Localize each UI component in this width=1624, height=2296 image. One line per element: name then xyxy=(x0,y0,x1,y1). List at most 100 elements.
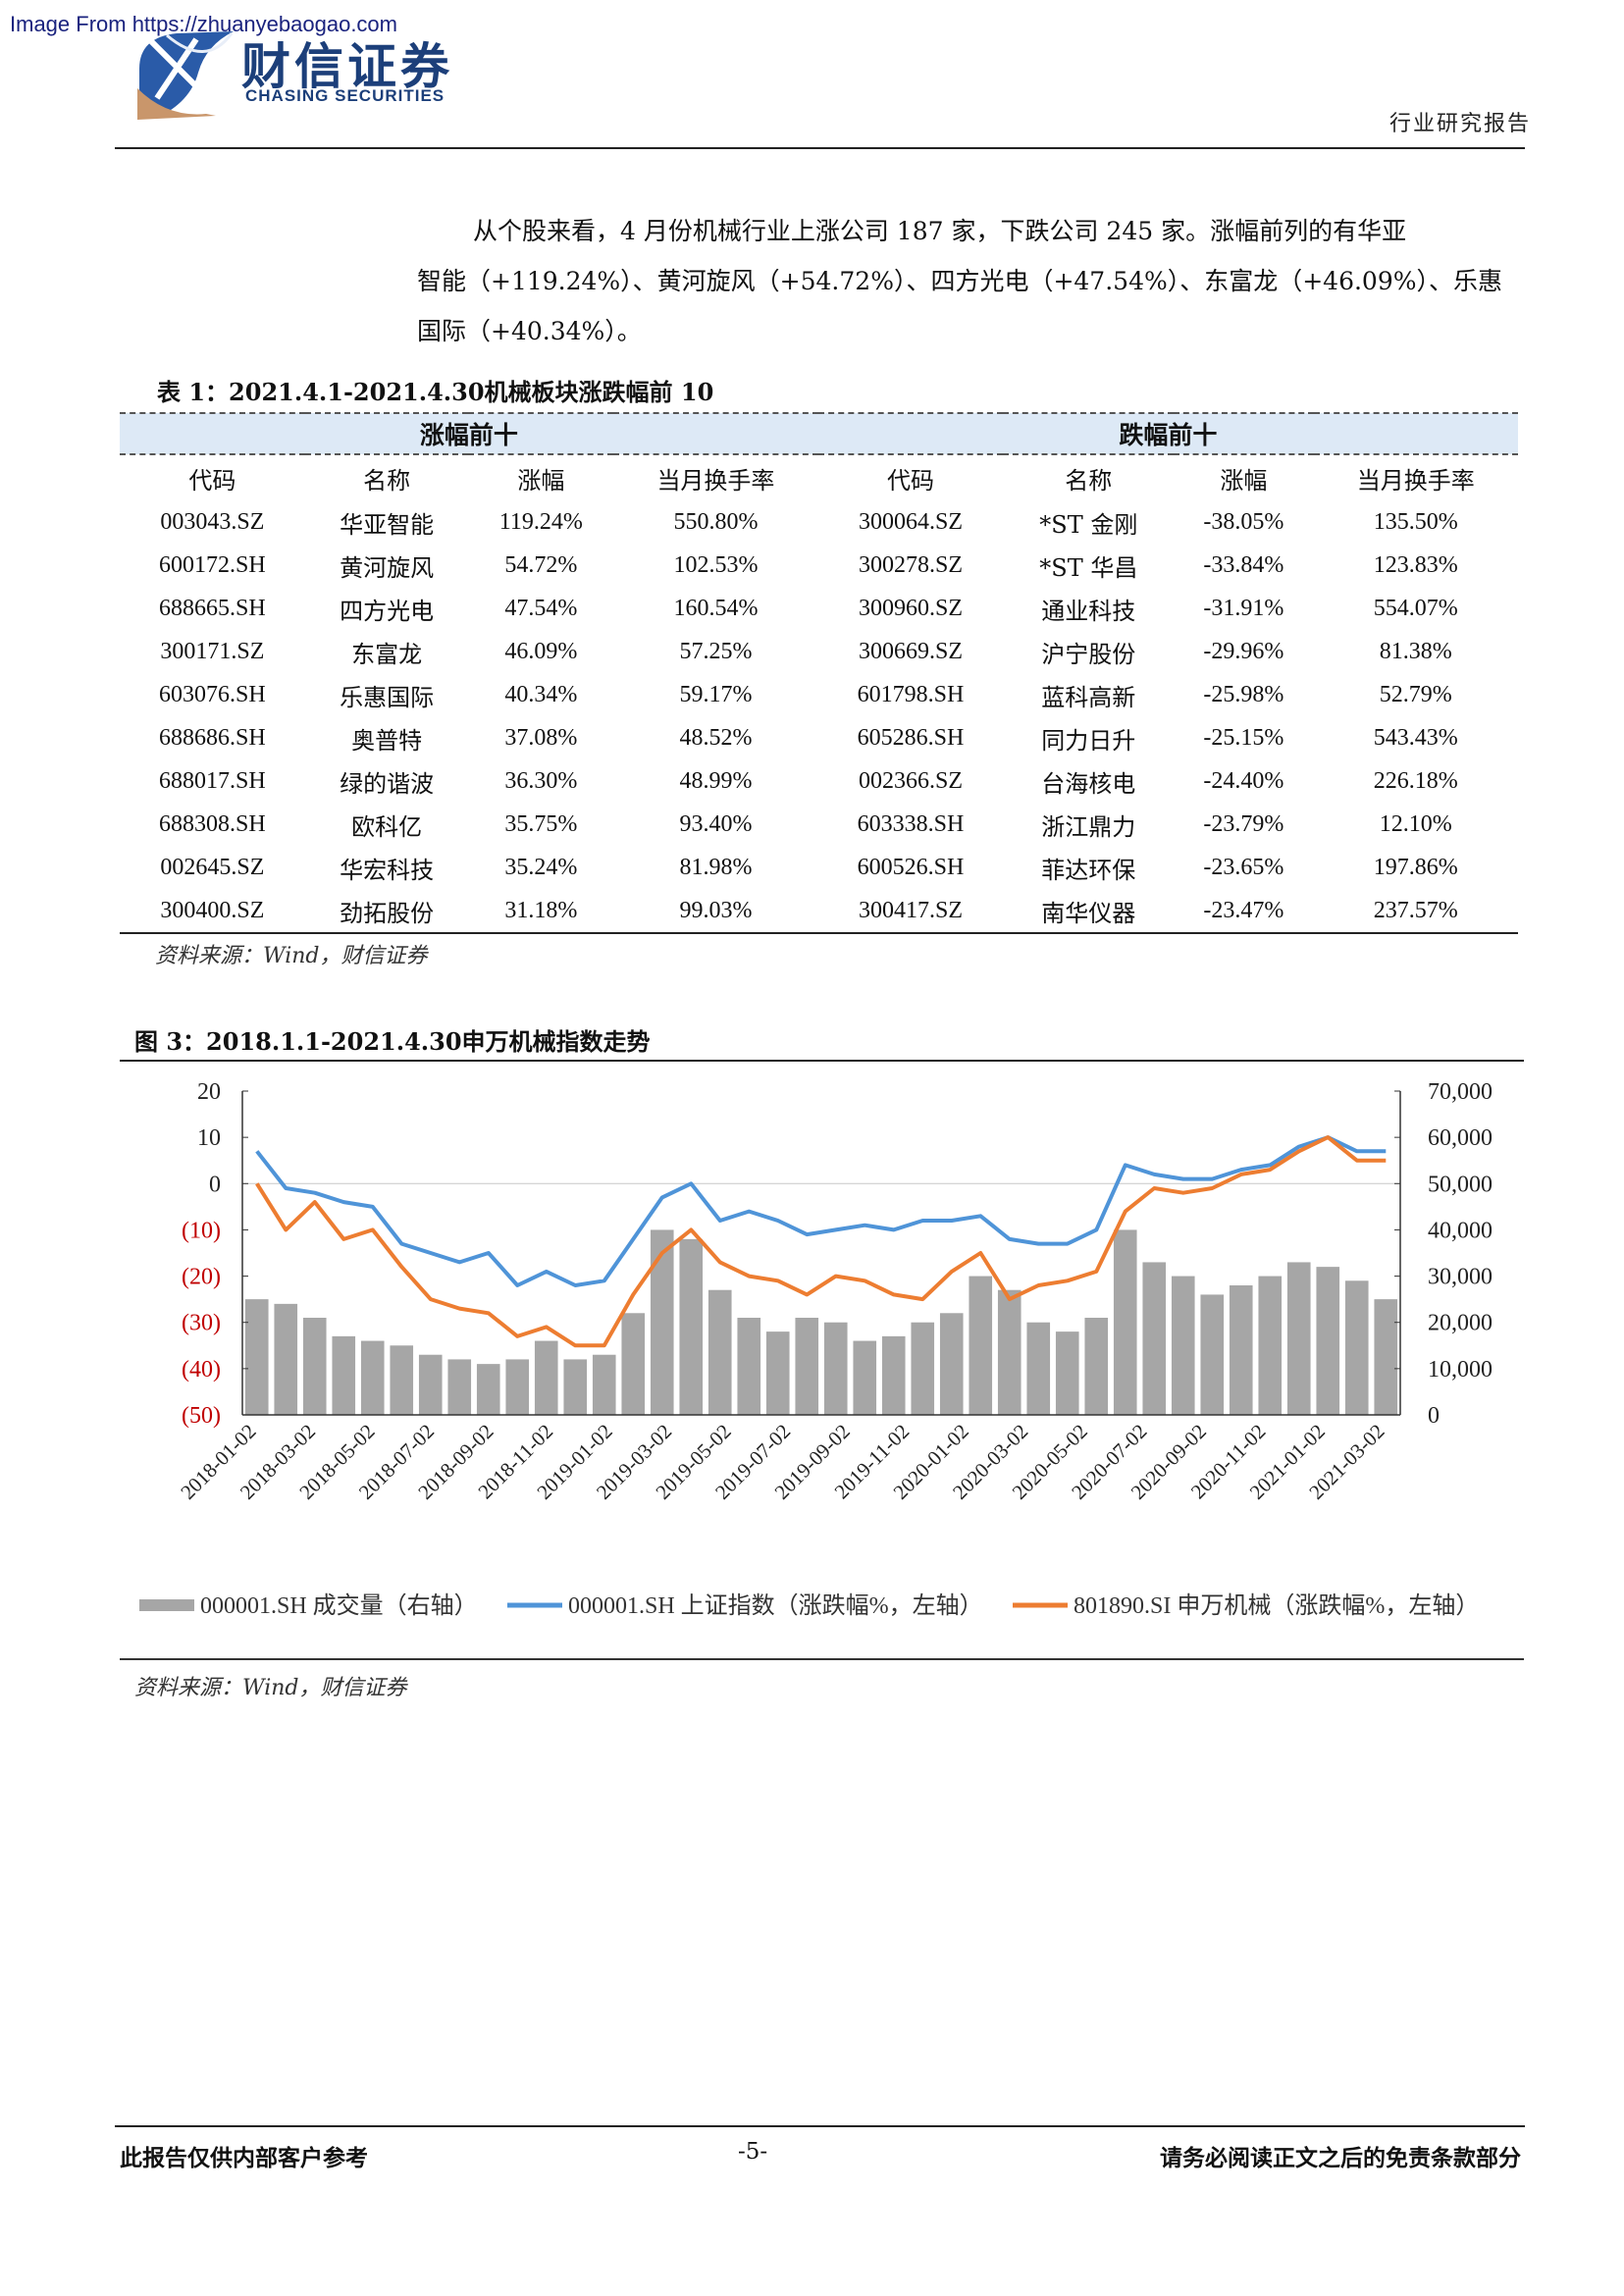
table-cell: 48.52% xyxy=(679,724,753,751)
volume-bar xyxy=(390,1345,414,1415)
table-cell: 乐惠国际 xyxy=(340,683,435,711)
table-cell: 135.50% xyxy=(1373,508,1458,535)
right-axis-tick: 20,000 xyxy=(1428,1311,1493,1336)
table-row: 003043.SZ 华亚智能 119.24% 550.80% 300064.SZ *ST … xyxy=(120,500,1518,544)
volume-bar xyxy=(244,1299,269,1415)
volume-bar xyxy=(1316,1267,1340,1415)
table-cell: 688686.SH xyxy=(159,724,266,751)
table-cell: 688017.SH xyxy=(159,767,266,794)
volume-bar xyxy=(1229,1285,1253,1415)
column-header-row: 代码 名称 涨幅 当月换手率 代码 名称 涨幅 当月换手率 xyxy=(120,454,1518,500)
col-header: 名称 xyxy=(1065,466,1113,495)
volume-bar xyxy=(505,1359,530,1415)
table-cell: 237.57% xyxy=(1313,889,1518,934)
col-header: 名称 xyxy=(363,466,411,495)
col-header: 当月换手率 xyxy=(656,466,775,495)
volume-bar xyxy=(969,1276,993,1415)
table-cell: *ST 金刚 xyxy=(1039,510,1138,539)
volume-bar xyxy=(302,1318,327,1415)
table-cell: 东富龙 xyxy=(351,640,423,668)
mover-table: 涨幅前十 跌幅前十 代码 名称 涨幅 当月换手率 代码 名称 涨幅 当月换手率 … xyxy=(120,412,1518,934)
volume-bar xyxy=(795,1318,819,1415)
volume-bar xyxy=(563,1359,588,1415)
table-cell: 688308.SH xyxy=(159,810,266,837)
table-source: 资料来源：Wind，财信证券 xyxy=(155,944,428,968)
legend-label: 000001.SH 成交量（右轴） xyxy=(200,1592,478,1619)
left-axis-tick: (40) xyxy=(182,1357,221,1383)
left-axis-tick: 0 xyxy=(209,1172,221,1197)
table-cell: 蓝科高新 xyxy=(1041,683,1136,711)
volume-bar xyxy=(997,1289,1022,1415)
table-cell: 35.24% xyxy=(504,854,578,880)
volume-bar xyxy=(1200,1294,1225,1415)
volume-bar xyxy=(1171,1276,1195,1415)
table-cell: 300400.SZ xyxy=(120,889,305,934)
table-cell: 华亚智能 xyxy=(340,510,435,539)
table-cell: 59.17% xyxy=(679,681,753,707)
left-axis-tick: (10) xyxy=(182,1218,221,1243)
table-cell: 48.99% xyxy=(679,767,753,794)
volume-bar xyxy=(1026,1322,1051,1415)
table-cell: 54.72% xyxy=(504,551,578,578)
volume-bar xyxy=(823,1322,848,1415)
machinery-index-line xyxy=(255,1135,1387,1348)
table-cell: 36.30% xyxy=(504,767,578,794)
left-axis-tick: (20) xyxy=(182,1265,221,1290)
table-cell: 543.43% xyxy=(1373,724,1458,751)
table-cell: 550.80% xyxy=(673,508,759,535)
table-cell: 300171.SZ xyxy=(160,638,265,664)
table-cell: 300960.SZ xyxy=(859,595,964,621)
index-trend-chart: 20 10 0 (10) (20) (30) (40) (50) 70,000 60,000 50,… xyxy=(139,1079,1493,1619)
table-row: 002645.SZ 华宏科技 35.24% 81.98% 600526.SH 菲达环保 -2… xyxy=(120,846,1518,889)
table-cell: 119.24% xyxy=(498,508,583,535)
table-row: 688665.SH 四方光电 47.54% 160.54% 300960.SZ 通业科技 -… xyxy=(120,587,1518,630)
volume-bar xyxy=(1055,1331,1079,1415)
right-axis-tick: 10,000 xyxy=(1428,1357,1493,1383)
figure-source: 资料来源：Wind，财信证券 xyxy=(134,1676,407,1700)
volume-bar xyxy=(679,1238,704,1415)
logo-english: CHASING SECURITIES xyxy=(245,86,445,105)
volume-bar xyxy=(274,1303,298,1415)
table-cell: 欧科亿 xyxy=(351,812,423,841)
table-cell: -24.40% xyxy=(1203,767,1284,794)
table-row: 688017.SH 绿的谐波 36.30% 48.99% 002366.SZ 台海核电 -2… xyxy=(120,759,1518,803)
table-cell: -23.47% xyxy=(1174,889,1314,934)
table-cell: 浙江鼎力 xyxy=(1041,812,1136,841)
figure-caption: 图 3：2018.1.1-2021.4.30申万机械指数走势 xyxy=(134,1027,651,1056)
table-cell: 57.25% xyxy=(679,638,753,664)
table-cell: 554.07% xyxy=(1373,595,1458,621)
table-cell: 同力日升 xyxy=(1041,726,1136,755)
volume-bar xyxy=(447,1359,472,1415)
table-cell: 通业科技 xyxy=(1041,597,1136,625)
col-header: 涨幅 xyxy=(517,466,565,495)
table-row: 688686.SH 奥普特 37.08% 48.52% 605286.SH 同力日升 -25… xyxy=(120,716,1518,759)
col-header: 代码 xyxy=(887,466,935,495)
table-cell: 12.10% xyxy=(1379,810,1452,837)
table-cell: 002366.SZ xyxy=(859,767,964,794)
volume-bar xyxy=(360,1340,385,1415)
volume-bar xyxy=(1084,1318,1109,1415)
footer-left: 此报告仅供内部客户参考 xyxy=(120,2145,368,2171)
table-cell: 40.34% xyxy=(504,681,578,707)
left-axis-tick: (30) xyxy=(182,1311,221,1336)
right-axis-tick: 60,000 xyxy=(1428,1125,1493,1151)
table-cell: 601798.SH xyxy=(857,681,965,707)
volume-bar xyxy=(911,1322,935,1415)
table-cell: 37.08% xyxy=(504,724,578,751)
table-cell: 台海核电 xyxy=(1041,769,1136,798)
paragraph-line-2: 智能（+119.24%）、黄河旋风（+54.72%）、四方光电（+47.54%）… xyxy=(417,267,1502,295)
table-row: 600172.SH 黄河旋风 54.72% 102.53% 300278.SZ *ST 华… xyxy=(120,544,1518,587)
table-cell: 四方光电 xyxy=(340,597,435,625)
table-cell: -25.15% xyxy=(1203,724,1284,751)
volume-bar xyxy=(650,1229,674,1415)
table-row: 688308.SH 欧科亿 35.75% 93.40% 603338.SH 浙江鼎力 -23… xyxy=(120,803,1518,846)
volume-bar xyxy=(1258,1276,1283,1415)
volume-bar xyxy=(1113,1229,1137,1415)
table-cell: 600526.SH xyxy=(857,854,965,880)
table-cell: 300669.SZ xyxy=(859,638,964,664)
table-cell: -31.91% xyxy=(1203,595,1284,621)
table-cell: 47.54% xyxy=(504,595,578,621)
table-cell: 102.53% xyxy=(673,551,759,578)
table-cell: -25.98% xyxy=(1203,681,1284,707)
table-cell: 菲达环保 xyxy=(1041,856,1136,884)
